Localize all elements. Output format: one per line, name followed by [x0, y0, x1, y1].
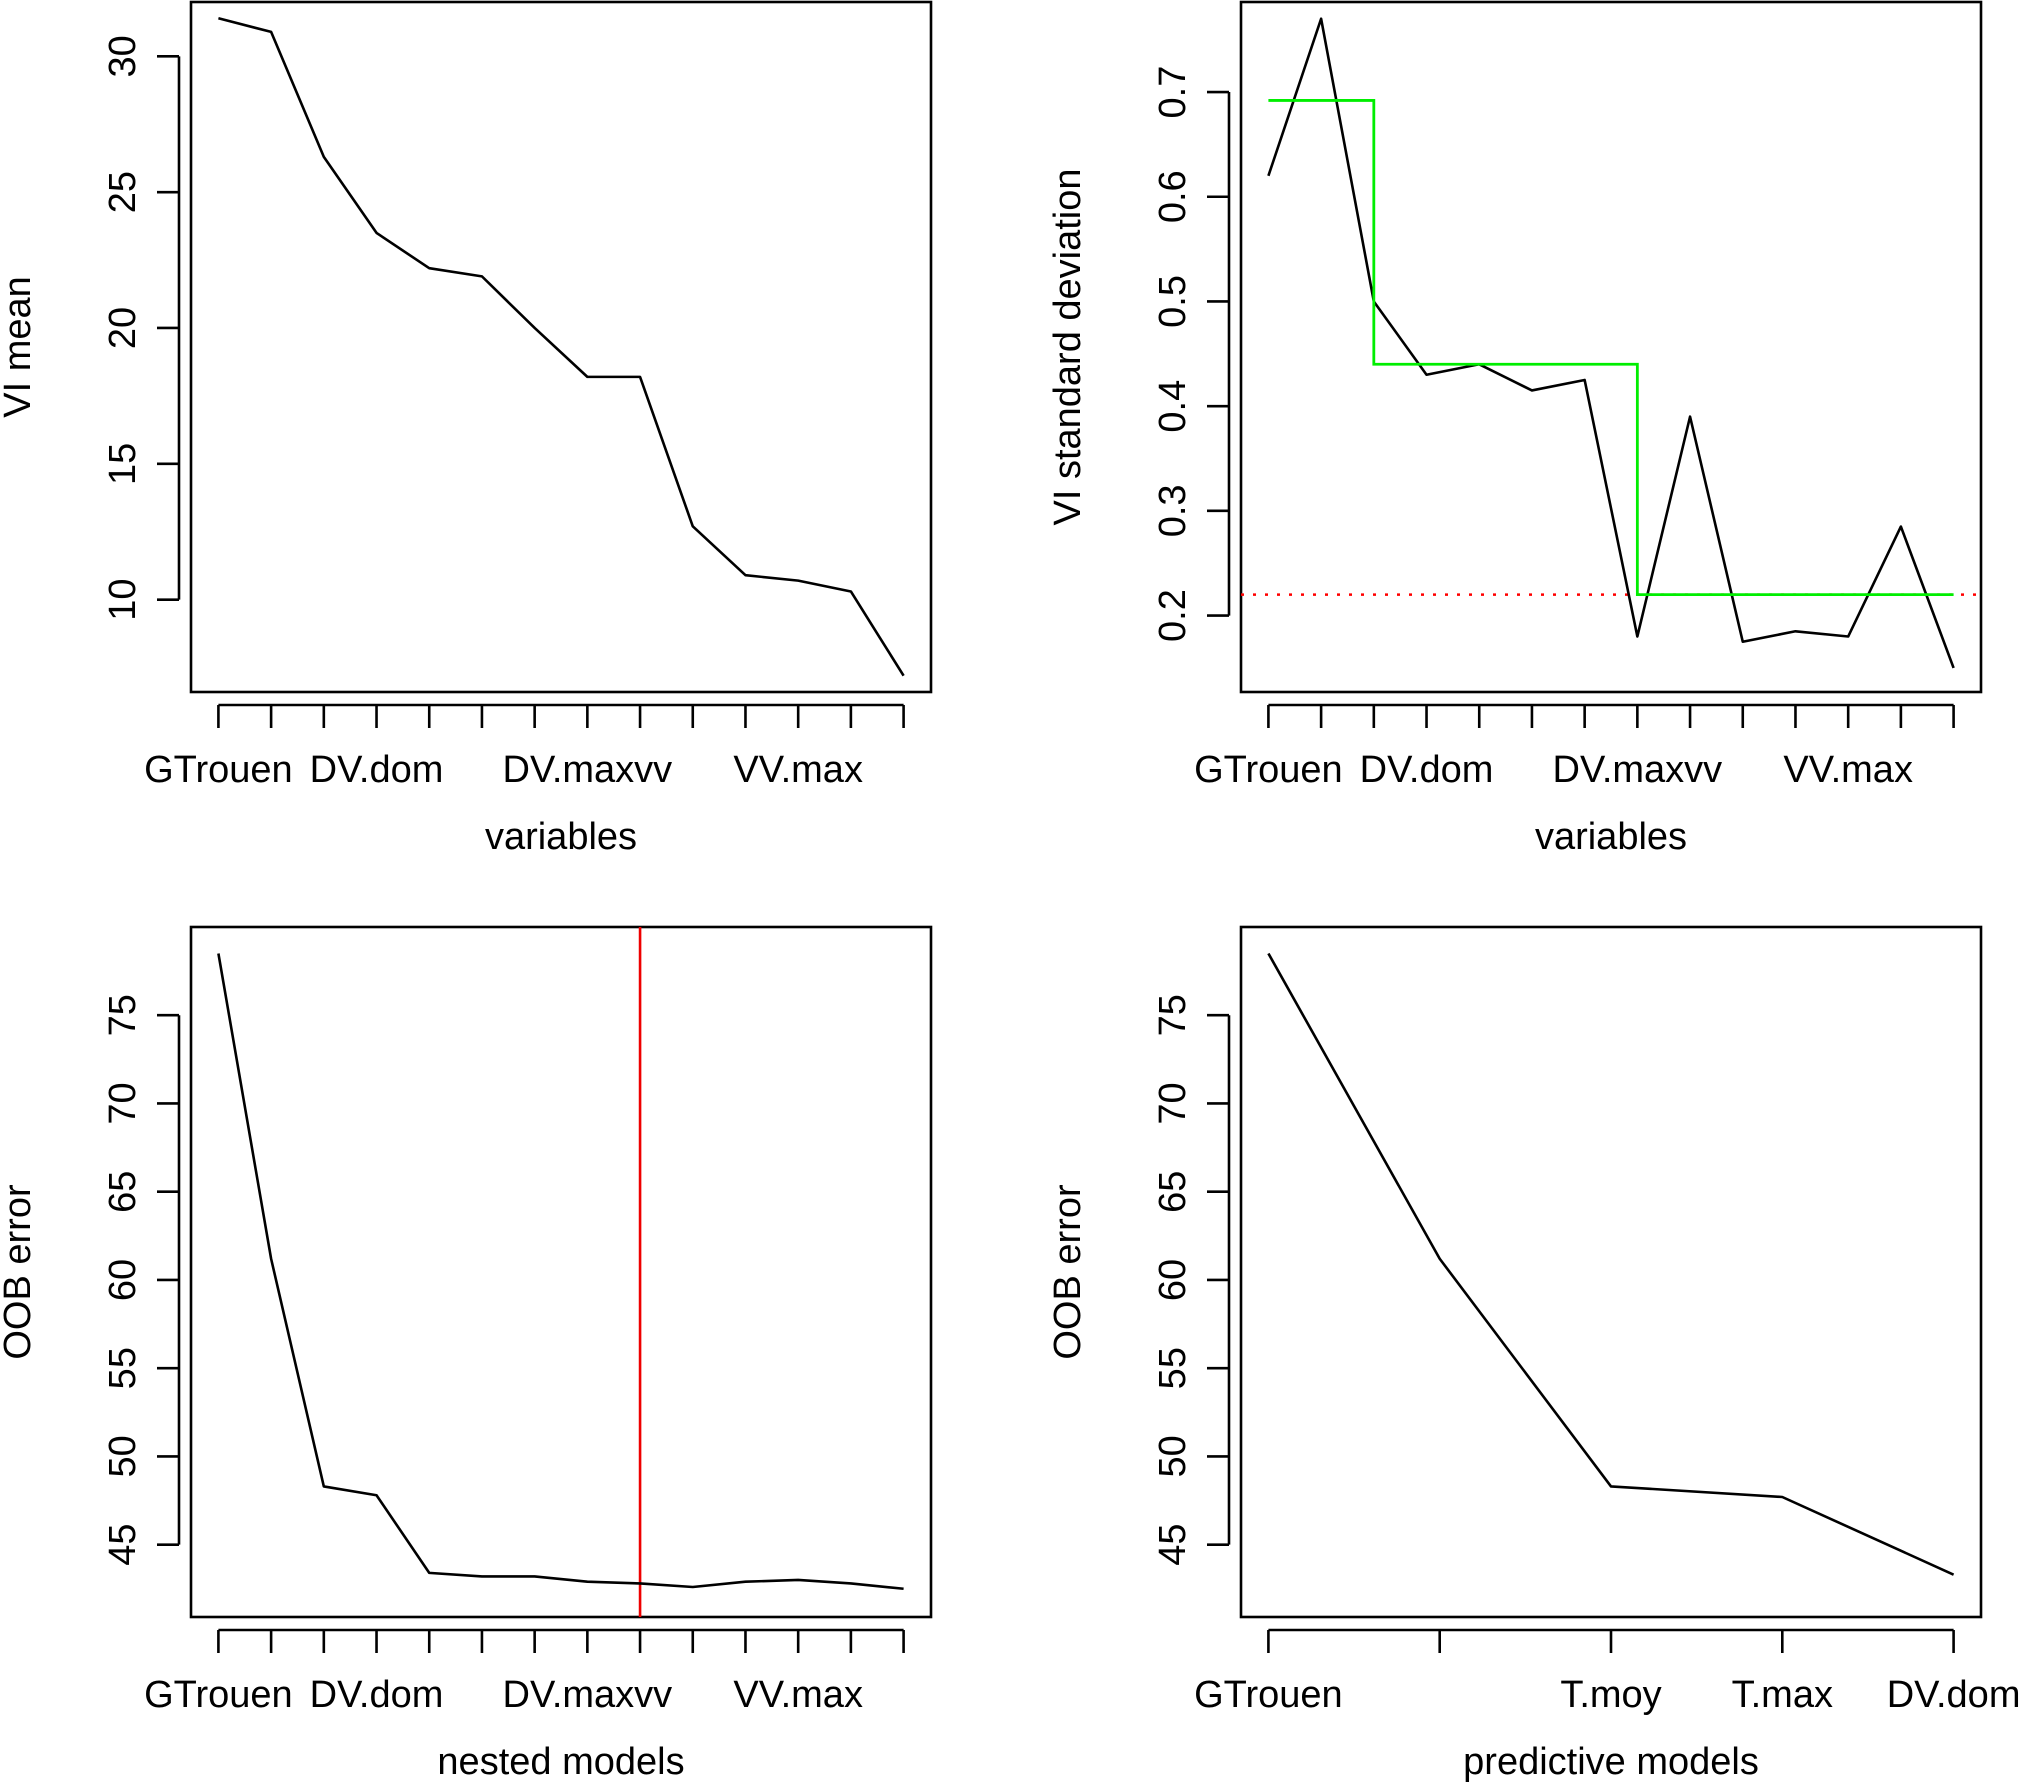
y-tick-label: 75 — [102, 994, 144, 1036]
x-tick-label: DV.dom — [1887, 1674, 2021, 1716]
data-series-line — [1267, 952, 1955, 1576]
x-tick-label: GTrouen — [1194, 749, 1343, 791]
y-tick-label: 0.4 — [1152, 380, 1194, 433]
x-tick-label: DV.maxvv — [503, 749, 673, 791]
x-tick-label: VV.max — [733, 1674, 863, 1716]
x-tick-label: GTrouen — [1194, 1674, 1343, 1716]
y-tick-label: 30 — [102, 35, 144, 77]
data-series-line — [217, 953, 904, 1591]
plot-frame — [189, 925, 933, 1619]
x-axis-title: nested models — [437, 1741, 684, 1783]
y-tick-label: 75 — [1152, 994, 1194, 1036]
x-tick-label: DV.dom — [310, 1674, 444, 1716]
y-tick-label: 65 — [1152, 1171, 1194, 1213]
x-tick-label: VV.max — [1783, 749, 1913, 791]
y-tick-label: 60 — [102, 1259, 144, 1301]
y-axis-title: VI mean — [0, 276, 39, 418]
y-tick-label: 70 — [102, 1082, 144, 1124]
y-axis-title: VI standard deviation — [1047, 168, 1089, 525]
y-tick-label: 65 — [102, 1171, 144, 1213]
y-tick-label: 25 — [102, 171, 144, 213]
y-tick-label: 0.3 — [1152, 484, 1194, 537]
plot-frame — [189, 0, 933, 694]
y-axis-title: OOB error — [0, 1184, 39, 1360]
data-series-line — [218, 17, 905, 677]
y-tick-label: 55 — [1152, 1347, 1194, 1389]
x-tick-label: DV.dom — [310, 749, 444, 791]
y-tick-label: 0.5 — [1152, 275, 1194, 328]
y-tick-label: 50 — [1152, 1435, 1194, 1477]
x-axis-title: predictive models — [1463, 1741, 1759, 1783]
vi-mean-panel: GTrouen DV.dom DV.maxvv VV.max 10 15 20 25 30 var… — [0, 0, 933, 858]
y-tick-label: 15 — [102, 443, 144, 485]
y-tick-label: 0.6 — [1152, 170, 1194, 223]
y-tick-label: 45 — [102, 1524, 144, 1566]
threshold-step-line — [1268, 99, 1954, 597]
x-tick-label: DV.maxvv — [1553, 749, 1723, 791]
x-tick-label: DV.dom — [1360, 749, 1494, 791]
x-tick-label: GTrouen — [144, 749, 293, 791]
data-series-line — [1267, 17, 1955, 669]
plot-frame — [1239, 925, 1983, 1619]
x-tick-label: T.moy — [1560, 1674, 1661, 1716]
x-tick-label: VV.max — [733, 749, 863, 791]
nested-oob-panel: GTrouen DV.dom DV.maxvv VV.max 45 50 55 60 65 70 7… — [0, 925, 933, 1783]
y-tick-label: 0.7 — [1152, 66, 1194, 119]
y-tick-label: 50 — [102, 1435, 144, 1477]
y-tick-label: 70 — [1152, 1082, 1194, 1124]
predictive-oob-panel: GTrouen T.moy T.max DV.dom 45 50 55 60 65 70 75 pre… — [1047, 925, 2021, 1783]
y-tick-label: 20 — [102, 307, 144, 349]
vi-sd-panel: GTrouen DV.dom DV.maxvv VV.max 0.2 0.3 0.4 0.5 0… — [1047, 0, 1983, 858]
x-axis-title: variables — [1535, 816, 1687, 858]
y-axis-title: OOB error — [1047, 1184, 1089, 1360]
y-tick-label: 55 — [102, 1347, 144, 1389]
x-axis-title: variables — [485, 816, 637, 858]
x-tick-label: GTrouen — [144, 1674, 293, 1716]
plot-frame — [1239, 0, 1983, 694]
y-tick-label: 10 — [102, 578, 144, 620]
x-tick-label: DV.maxvv — [503, 1674, 673, 1716]
y-tick-label: 45 — [1152, 1524, 1194, 1566]
y-tick-label: 60 — [1152, 1259, 1194, 1301]
x-tick-label: T.max — [1732, 1674, 1833, 1716]
y-tick-label: 0.2 — [1152, 589, 1194, 642]
